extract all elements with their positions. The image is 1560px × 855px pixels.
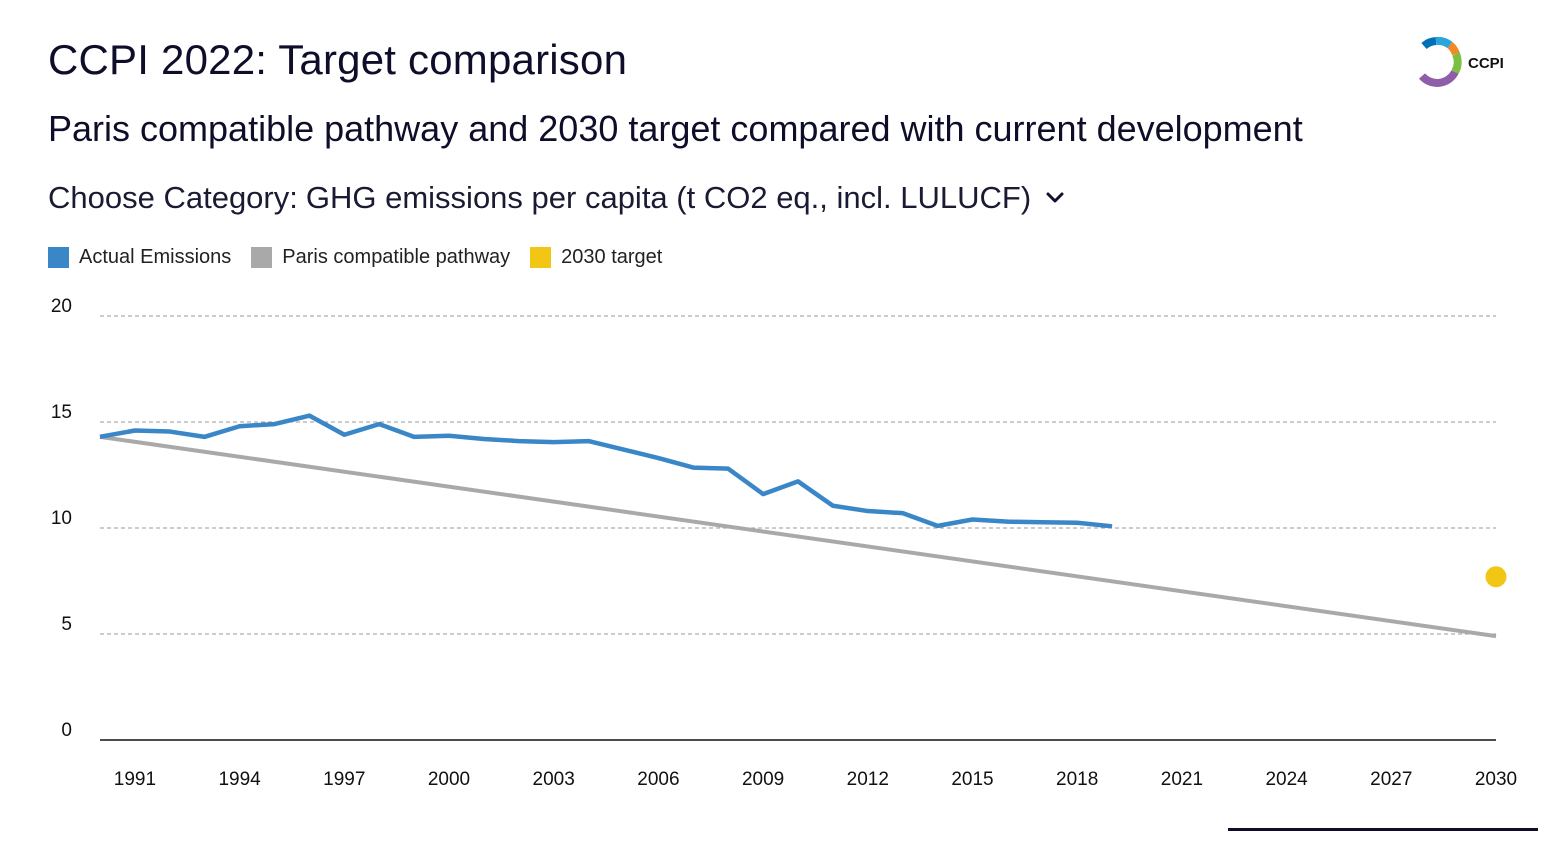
legend-item-paris-pathway[interactable]: Paris compatible pathway: [251, 246, 510, 269]
x-tick-label-2024: 2024: [1265, 769, 1308, 790]
y-axis-ticks: 0 5 10 15 20: [51, 296, 72, 741]
paris-compatible-pathway-line[interactable]: [99, 434, 1497, 639]
x-tick-label-2018: 2018: [1056, 769, 1098, 790]
x-tick-label-1997: 1997: [323, 769, 365, 790]
y-tick-label-0: 0: [61, 720, 72, 741]
x-tick-label-2027: 2027: [1370, 769, 1412, 790]
y-tick-label-5: 5: [61, 614, 72, 635]
x-tick-label-2012: 2012: [847, 769, 889, 790]
x-axis-ticks: 1991 1994 1997 2000 2003 2006 2009 2012 2015 2018…: [114, 769, 1517, 790]
legend-swatch-paris-pathway: [251, 247, 273, 268]
x-tick-label-2009: 2009: [742, 769, 784, 790]
x-tick-label-2015: 2015: [951, 769, 993, 790]
actual-emissions-line[interactable]: [99, 413, 1113, 529]
page-title: CCPI 2022: Target comparison: [48, 36, 628, 83]
y-tick-label-15: 15: [51, 402, 72, 423]
legend-swatch-2030-target: [530, 247, 552, 268]
page-subtitle: Paris compatible pathway and 2030 target…: [48, 108, 1303, 149]
x-tick-label-1991: 1991: [114, 769, 156, 790]
legend-label-paris-pathway: Paris compatible pathway: [282, 246, 511, 268]
y-tick-label-20: 20: [51, 296, 72, 317]
chart-legend: Actual Emissions Paris compatible pathwa…: [48, 246, 662, 269]
ccpi-logo: CCPI: [1414, 36, 1504, 90]
x-tick-label-2021: 2021: [1161, 769, 1203, 790]
x-tick-label-2006: 2006: [637, 769, 679, 790]
category-prefix: Choose Category:: [48, 180, 298, 215]
chart-gridlines: [100, 315, 1496, 635]
ccpi-logo-text: CCPI: [1468, 54, 1504, 72]
legend-label-actual-emissions: Actual Emissions: [79, 246, 232, 268]
x-tick-label-2030: 2030: [1475, 769, 1517, 790]
chart-series: [99, 413, 1507, 639]
x-tick-label-2000: 2000: [428, 769, 470, 790]
bottom-divider: [1228, 828, 1538, 831]
y-tick-label-10: 10: [51, 508, 72, 529]
2030-target-point[interactable]: [1485, 566, 1507, 588]
x-tick-label-1994: 1994: [218, 769, 261, 790]
category-dropdown[interactable]: Choose Category: GHG emissions per capit…: [48, 180, 1065, 216]
legend-item-actual-emissions[interactable]: Actual Emissions: [48, 246, 231, 269]
legend-swatch-actual-emissions: [48, 247, 69, 268]
ccpi-logo-icon: [1418, 36, 1462, 87]
chevron-down-icon[interactable]: [1045, 191, 1065, 205]
legend-label-2030-target: 2030 target: [561, 246, 663, 268]
x-tick-label-2003: 2003: [533, 769, 575, 790]
legend-item-2030-target[interactable]: 2030 target: [530, 246, 662, 269]
emissions-chart: 0 5 10 15 20 1991 1994 1997 2000 2003 2006 2009 201…: [51, 296, 1517, 790]
category-value: GHG emissions per capita (t CO2 eq., inc…: [305, 180, 1032, 215]
